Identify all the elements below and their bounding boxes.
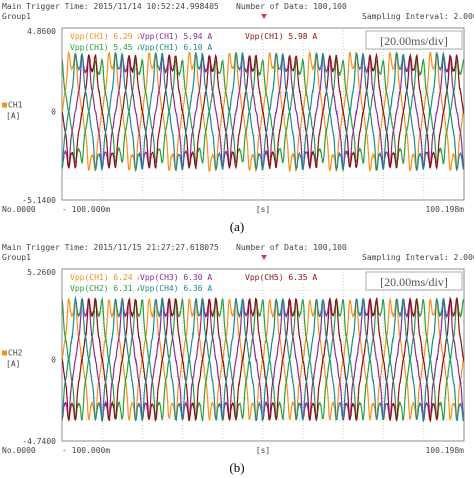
vpp-label-bg: [69, 42, 155, 52]
time-division-label: [20.00ms/div]: [380, 34, 448, 48]
main-trigger-time: Main Trigger Time: 2015/11/14 10:52:24.9…: [2, 2, 219, 11]
vpp-label: Vpp(CH1) 6.10 A: [140, 43, 212, 52]
group-label: Group1: [2, 253, 31, 262]
vpp-label-bg: [69, 31, 155, 41]
unit-label: [A]: [6, 112, 20, 121]
vpp-label: Vpp(CH3) 6.30 A: [140, 273, 212, 282]
vpp-label-bg: [139, 42, 225, 52]
caption-b: (b): [229, 460, 245, 475]
x-max-label: 100.198m: [425, 446, 464, 455]
scope-chart-a: Main Trigger Time: 2015/11/14 10:52:24.9…: [2, 2, 474, 214]
caption-a: (a): [229, 219, 245, 234]
vpp-label-bg: [69, 283, 155, 293]
time-div-box: [365, 30, 463, 50]
vpp-label: Vpp(CH5) 6.35 A: [245, 273, 317, 282]
x-min-label: - 100.000m: [62, 205, 110, 214]
vpp-label-bg: [244, 31, 330, 41]
channel-label: CH1: [8, 101, 23, 110]
vpp-label-bg: [139, 31, 225, 41]
waveform-series-darkred: [62, 52, 464, 171]
y-zero-label: 0: [51, 355, 56, 364]
channel-color-swatch: [2, 102, 7, 108]
sample-start-label: No.0000: [2, 446, 36, 455]
waveform-series-teal: [62, 295, 464, 423]
vpp-label-bg: [244, 272, 330, 282]
scope-panel-b: Main Trigger Time: 2015/11/15 21:27:27.6…: [0, 241, 474, 468]
y-max-label: 5.2600: [27, 268, 56, 277]
vpp-label: Vpp(CH1) 6.24 A: [70, 273, 142, 282]
time-division-label: [20.00ms/div]: [380, 275, 448, 289]
y-zero-label: 0: [51, 108, 56, 117]
x-min-label: - 100.000m: [62, 446, 110, 455]
sample-start-label: No.0000: [2, 205, 36, 214]
x-unit-label: [s]: [256, 205, 270, 214]
time-div-box: [365, 271, 463, 291]
channel-label: CH2: [8, 348, 23, 357]
y-min-label: -5.1400: [22, 196, 56, 205]
trigger-marker-icon: [261, 14, 267, 19]
scope-chart-b: Main Trigger Time: 2015/11/15 21:27:27.6…: [2, 243, 474, 455]
scope-panel-a: Main Trigger Time: 2015/11/14 10:52:24.9…: [0, 0, 474, 227]
vpp-label: Vpp(CH2) 6.31 A: [70, 284, 142, 293]
waveform-series-teal: [62, 51, 464, 173]
group-label: Group1: [2, 12, 31, 21]
channel-color-swatch: [2, 350, 7, 356]
unit-label: [A]: [6, 359, 20, 368]
y-max-label: 4.8600: [27, 27, 56, 36]
sampling-interval: Sampling Interval: 2.0000us: [362, 253, 474, 262]
vpp-label: Vpp(CH4) 6.36 A: [140, 284, 212, 293]
sampling-interval: Sampling Interval: 2.0000us: [362, 12, 474, 21]
waveforms: [62, 295, 464, 423]
x-unit-label: [s]: [256, 446, 270, 455]
x-max-label: 100.198m: [425, 205, 464, 214]
main-trigger-time: Main Trigger Time: 2015/11/15 21:27:27.6…: [2, 243, 219, 252]
waveform-series-darkred: [62, 296, 464, 423]
number-of-data: Number of Data: 100,100: [236, 243, 347, 252]
vpp-label-bg: [139, 283, 225, 293]
vpp-label: Vpp(CH1) 5.94 A: [140, 32, 212, 41]
vpp-label-bg: [69, 272, 155, 282]
vpp-label-bg: [139, 272, 225, 282]
y-min-label: -4.7400: [22, 437, 56, 446]
vpp-label: Vpp(CH1) 5.98 A: [245, 32, 317, 41]
vpp-label: Vpp(CH1) 6.29 A: [70, 32, 142, 41]
trigger-marker-icon: [261, 255, 267, 260]
number-of-data: Number of Data: 100,100: [236, 2, 347, 11]
waveforms: [62, 50, 464, 173]
vpp-label: Vpp(CH1) 5.45 A: [70, 43, 142, 52]
